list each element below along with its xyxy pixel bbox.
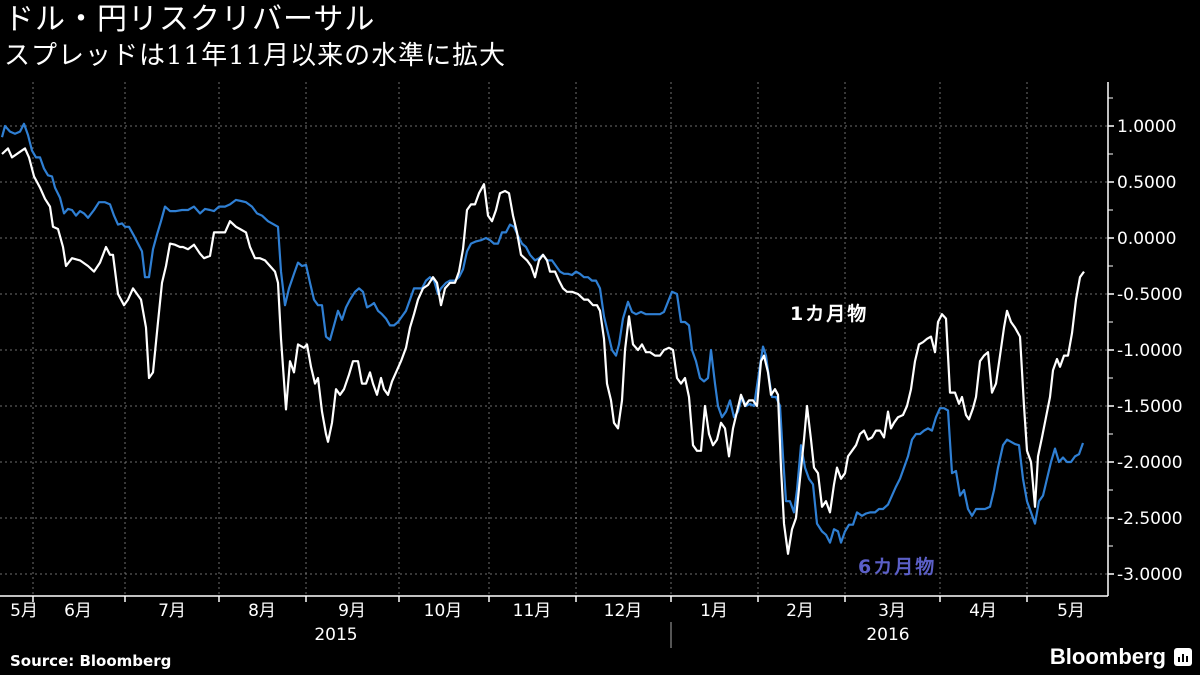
source-note: Source: Bloomberg xyxy=(10,652,172,670)
brand-text: Bloomberg xyxy=(1049,644,1166,669)
y-tick-label: 1.0000 xyxy=(1117,117,1176,137)
x-tick-label: 12月 xyxy=(604,601,643,621)
bloomberg-logo: Bloomberg xyxy=(1050,644,1192,670)
y-tick-label: -2.5000 xyxy=(1117,509,1183,529)
chart-title: ドル・円リスクリバーサル xyxy=(4,2,376,37)
y-axis: 1.0000 0.5000 0.0000 -0.5000 -1.0000 -1.5000 -… xyxy=(1107,82,1183,596)
y-tick-label: 0.5000 xyxy=(1117,173,1176,193)
series-label-6m: 6カ月物 xyxy=(858,555,936,578)
series-1m-line xyxy=(1,147,1085,555)
x-tick-label: 9月 xyxy=(338,601,366,621)
y-tick-label: 0.0000 xyxy=(1117,229,1176,249)
gridlines xyxy=(0,82,1108,596)
y-tick-label: -2.0000 xyxy=(1117,453,1183,473)
chart-subtitle: スプレッドは11年11月以来の水準に拡大 xyxy=(4,41,507,71)
bloomberg-chart-icon xyxy=(1174,648,1192,666)
x-tick-label: 11月 xyxy=(513,601,552,621)
x-tick-label: 5月 xyxy=(10,601,38,621)
x-tick-label: 7月 xyxy=(158,601,186,621)
x-tick-label: 3月 xyxy=(878,601,906,621)
x-tick-label: 1月 xyxy=(700,601,728,621)
series-label-1m: 1カ月物 xyxy=(790,302,868,325)
year-label: 2015 xyxy=(314,625,357,645)
x-tick-label: 5月 xyxy=(1057,601,1085,621)
x-tick-label: 10月 xyxy=(424,601,463,621)
x-axis: 5月 6月 7月 8月 9月 10月 11月 12月 1月 2月 3月 4月 5月 2015 2016 xyxy=(0,595,1108,648)
y-tick-label: -1.0000 xyxy=(1117,341,1183,361)
y-tick-label: -1.5000 xyxy=(1117,397,1183,417)
x-tick-label: 8月 xyxy=(248,601,276,621)
y-tick-label: -0.5000 xyxy=(1117,285,1183,305)
year-label: 2016 xyxy=(866,625,909,645)
series-6m-line xyxy=(0,122,1085,544)
series-lines xyxy=(0,122,1085,555)
y-tick-label: -3.0000 xyxy=(1117,565,1183,585)
x-tick-label: 2月 xyxy=(786,601,814,621)
x-tick-label: 6月 xyxy=(64,601,92,621)
x-tick-label: 4月 xyxy=(969,601,997,621)
